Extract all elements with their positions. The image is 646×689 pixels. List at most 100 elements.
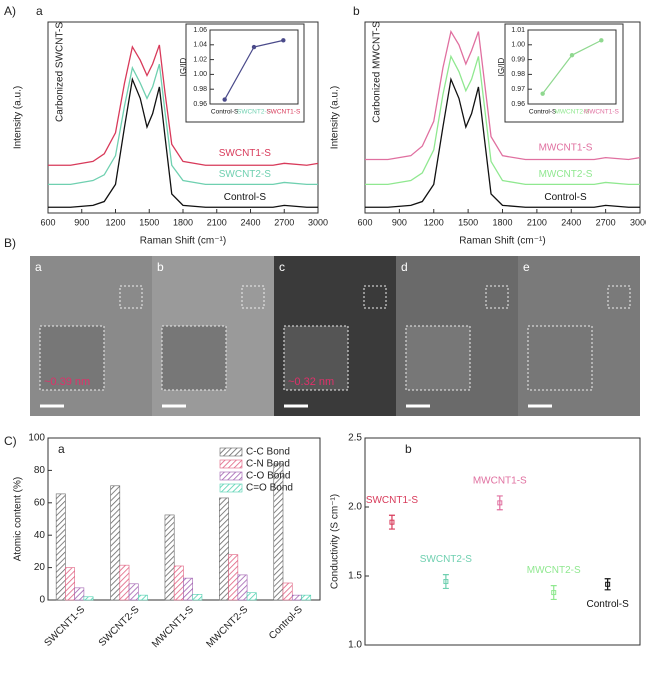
inset-point: [281, 38, 286, 43]
bar: [219, 497, 229, 601]
x-tick-label: 1500: [458, 217, 478, 227]
y-tick-label: 60: [34, 497, 46, 508]
zoom-box: [485, 285, 509, 309]
bar: [301, 594, 312, 601]
plot-frame: [364, 437, 641, 646]
y-tick-label: 1.00: [511, 42, 525, 49]
series-label: Control-S: [544, 192, 587, 203]
point-label: SWCNT1-S: [366, 495, 419, 506]
x-tick-label: 2400: [561, 217, 581, 227]
x-tick-label: Control-S: [529, 109, 557, 116]
legend-swatch: [219, 483, 243, 493]
point: [443, 579, 449, 585]
panel-label: d: [401, 260, 408, 274]
bar: [128, 583, 139, 601]
series-label: SWCNT2-S: [219, 169, 272, 180]
x-tick-label: MWCNT2-S: [205, 604, 251, 650]
x-tick-label: 2100: [527, 217, 547, 227]
zoom-inset: [39, 325, 105, 391]
zoom-box: [119, 285, 143, 309]
x-tick-label: 3000: [308, 217, 328, 227]
bar: [55, 493, 66, 601]
point-label: MWCNT2-S: [527, 565, 581, 576]
y-axis-label: Intensity (a.u.): [13, 86, 24, 149]
series-label: SWCNT1-S: [219, 148, 272, 159]
x-tick-label: SWCNT1-S: [266, 109, 301, 116]
bar: [282, 582, 293, 601]
zoom-inset: [283, 325, 349, 391]
x-tick-label: 900: [392, 217, 407, 227]
x-axis-label: Raman Shift (cm⁻¹): [140, 236, 226, 247]
x-tick-label: 1800: [173, 217, 193, 227]
bar: [246, 592, 257, 601]
legend-label: C=O Bond: [246, 483, 293, 494]
error-bar: [550, 585, 557, 601]
bar: [119, 564, 130, 601]
y-tick-label: 100: [28, 433, 45, 444]
y-tick-label: 2.5: [348, 433, 362, 444]
y-tick-label: 1.02: [193, 56, 207, 63]
x-tick-label: SWCNT2-S: [237, 109, 272, 116]
x-tick-label: SWCNT2-S: [97, 604, 142, 649]
y-tick-label: 0.96: [511, 101, 525, 108]
x-tick-label: 1500: [139, 217, 159, 227]
zoom-inset: [527, 325, 593, 391]
x-tick-label: 1800: [492, 217, 512, 227]
figure-label: A): [4, 4, 16, 18]
x-tick-label: 3000: [630, 217, 646, 227]
panel-label: a: [58, 442, 65, 456]
x-tick-label: Control-S: [267, 604, 305, 642]
x-tick-label: 1200: [424, 217, 444, 227]
side-label: Carbonized MWCNT-S: [372, 21, 383, 123]
bar: [173, 565, 184, 601]
legend-swatch: [219, 447, 243, 457]
spectrum-line: [48, 44, 319, 166]
y-tick-label: 0.99: [511, 56, 525, 63]
point: [389, 519, 395, 525]
bar: [65, 567, 75, 601]
legend-label: C-N Bond: [246, 459, 290, 470]
point-label: Control-S: [587, 599, 630, 610]
series-label: MWCNT1-S: [539, 142, 593, 153]
x-tick-label: 600: [357, 217, 372, 227]
inset-point: [222, 97, 227, 102]
side-label: Carbonized SWCNT-S: [55, 22, 66, 122]
bar: [164, 514, 175, 601]
spectrum-line: [365, 54, 640, 185]
point: [551, 590, 557, 596]
spectrum-line: [365, 76, 640, 208]
y-tick-label: 1.5: [348, 571, 362, 582]
y-tick-label: 1.0: [348, 640, 362, 651]
bar: [291, 594, 302, 601]
x-tick-label: 2700: [274, 217, 294, 227]
bar: [237, 574, 248, 601]
y-tick-label: 0: [39, 595, 45, 606]
panel-label: e: [523, 260, 530, 274]
y-tick-label: 0.98: [193, 86, 207, 93]
bar: [183, 577, 194, 601]
lattice-spacing: ~0.39 nm: [44, 376, 90, 388]
y-tick-label: 1.06: [193, 27, 207, 34]
bar: [192, 594, 203, 601]
plot-frame: [209, 29, 299, 105]
y-axis-label: Conductivity (S cm⁻¹): [330, 494, 341, 589]
x-tick-label: MWCNT2-S: [554, 109, 590, 116]
y-tick-label: 40: [34, 530, 46, 541]
legend-swatch: [219, 471, 243, 481]
legend-label: C-C Bond: [246, 447, 290, 458]
x-tick-label: 2100: [207, 217, 227, 227]
figure-label: B): [4, 236, 16, 250]
y-axis-label: IG/ID: [497, 57, 506, 76]
x-tick-label: 900: [74, 217, 89, 227]
panel-label: b: [157, 260, 164, 274]
point: [497, 500, 503, 506]
spectrum-line: [365, 29, 641, 161]
x-tick-label: 1200: [105, 217, 125, 227]
y-axis-label: Intensity (a.u.): [330, 86, 341, 149]
zoom-inset: [405, 325, 471, 391]
bar: [273, 463, 284, 601]
error-bar: [496, 495, 503, 511]
inset-point: [599, 38, 604, 43]
zoom-inset: [161, 325, 227, 391]
